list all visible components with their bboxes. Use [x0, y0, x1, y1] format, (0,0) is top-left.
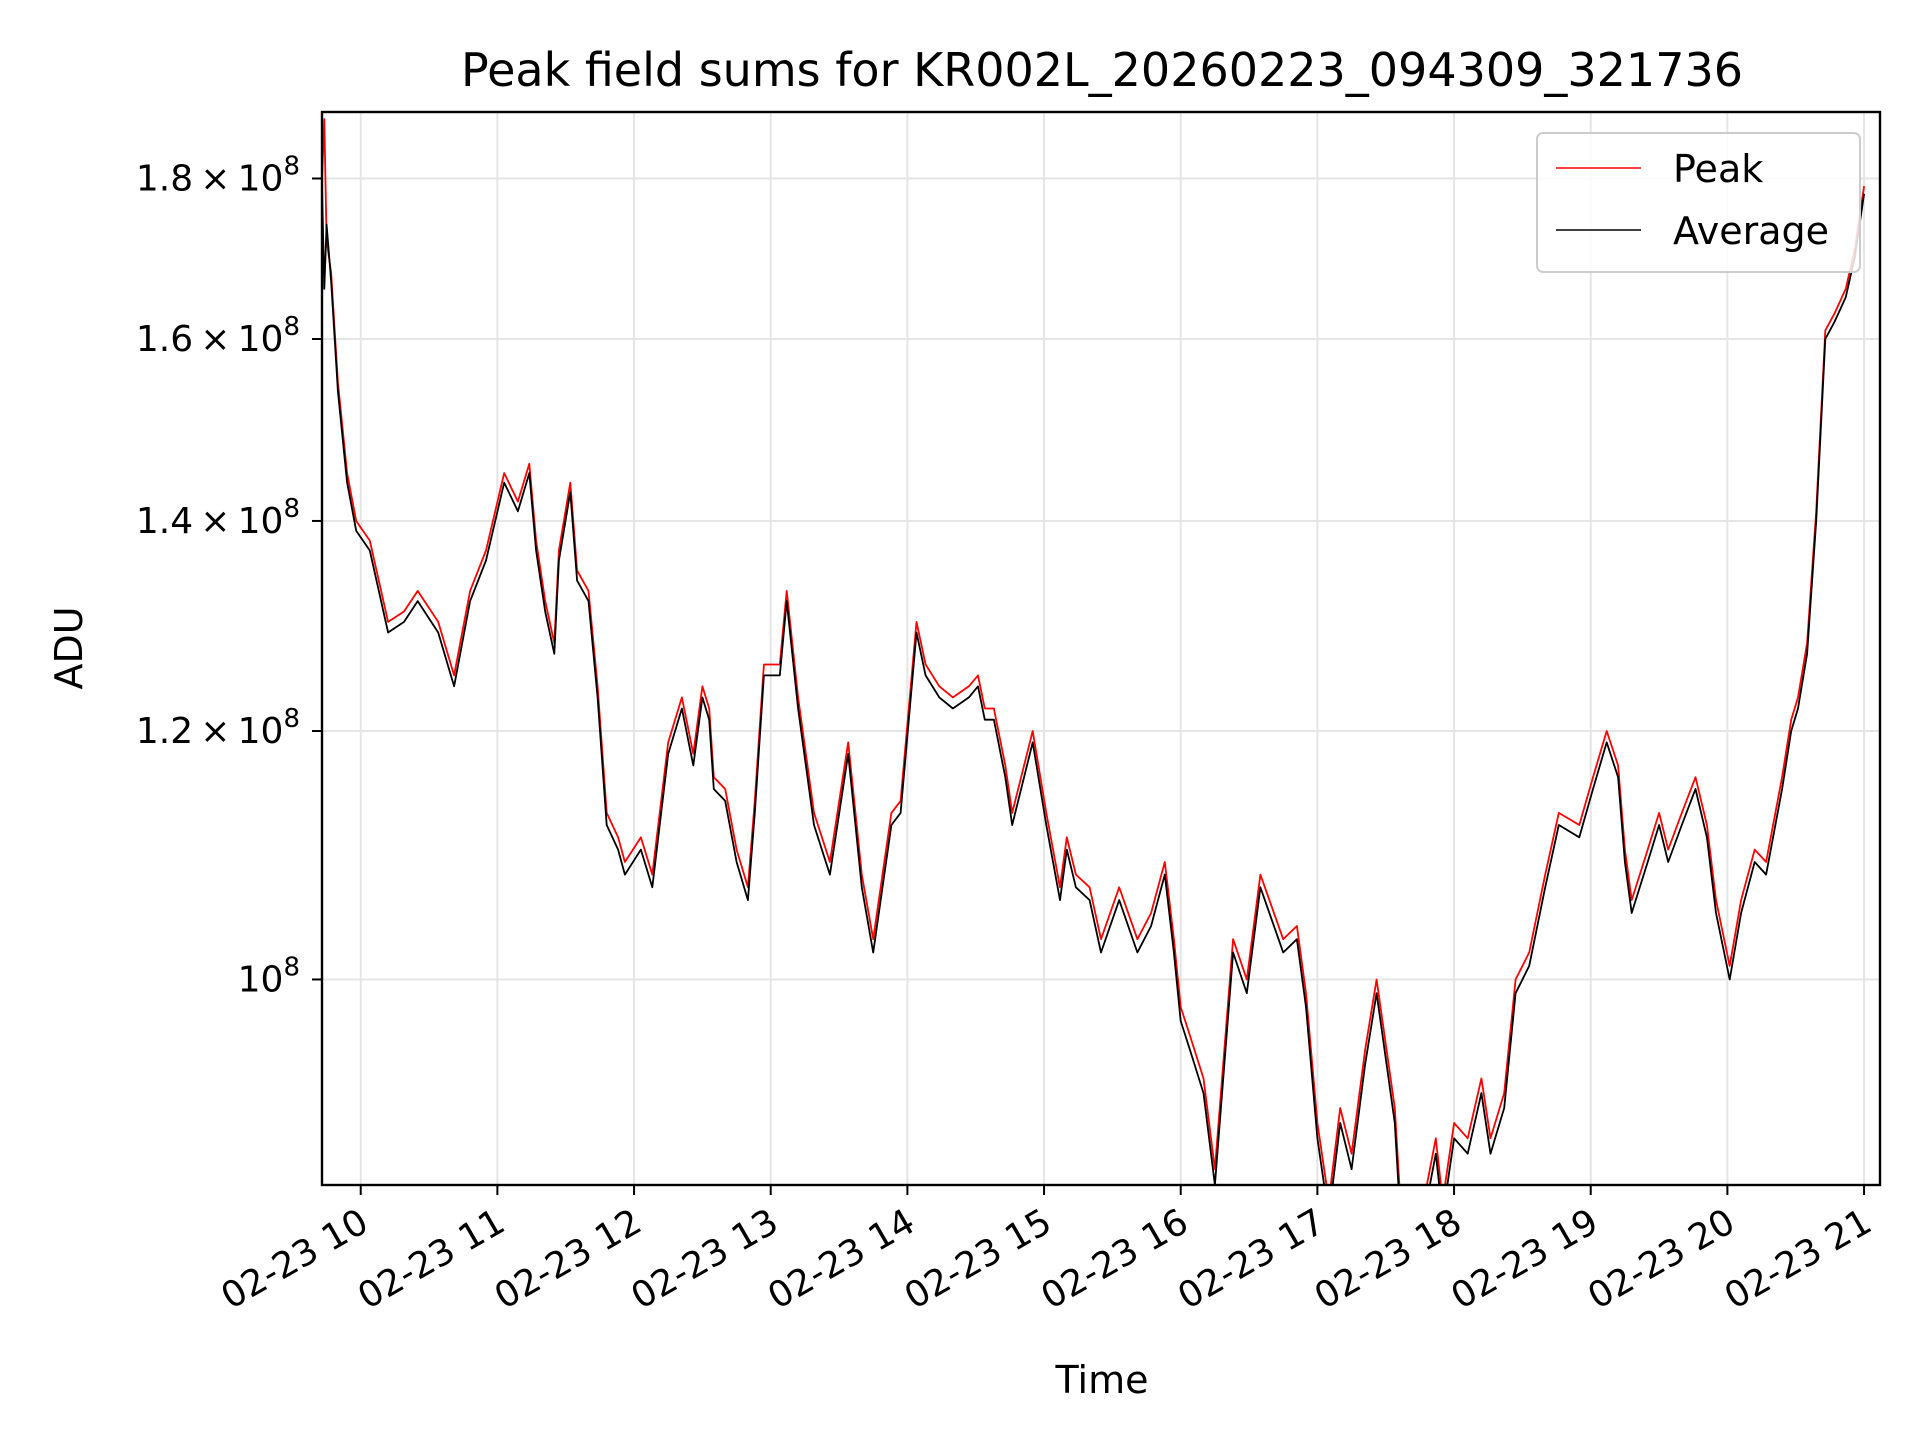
y-tick-label: 108 [238, 952, 300, 1000]
legend-peak-label: Peak [1673, 147, 1763, 191]
y-tick-label: 1.4 × 108 [136, 494, 300, 542]
y-tick-label: 1.2 × 108 [136, 704, 300, 752]
series-layer [322, 118, 1865, 1185]
x-tick-label: 02-23 19 [1445, 1201, 1606, 1317]
grid [322, 112, 1880, 1185]
x-tick-label: 02-23 11 [351, 1201, 512, 1317]
legend-average-label: Average [1673, 209, 1829, 253]
legend: Peak Average [1536, 132, 1861, 273]
y-axis: 108 1.2 × 108 1.4 × 108 1.6 × 108 1.8 × 108 [136, 151, 322, 1000]
x-tick-label: 02-23 21 [1718, 1201, 1879, 1317]
x-tick-label: 02-23 12 [488, 1201, 649, 1317]
x-tick-label: 02-23 10 [215, 1201, 376, 1317]
series-line-peak [322, 118, 1865, 1185]
x-tick-label: 02-23 14 [761, 1201, 922, 1317]
x-tick-label: 02-23 18 [1308, 1201, 1469, 1317]
x-tick-label: 02-23 20 [1581, 1201, 1742, 1317]
series-line-average [322, 186, 1865, 1185]
y-axis-label: ADU [47, 606, 91, 689]
x-axis-label: Time [1055, 1358, 1149, 1402]
chart-title: Peak field sums for KR002L_20260223_0943… [461, 43, 1743, 97]
x-tick-label: 02-23 13 [625, 1201, 786, 1317]
plot-frame [320, 110, 1882, 1187]
x-tick-label: 02-23 17 [1171, 1201, 1332, 1317]
x-tick-label: 02-23 15 [898, 1201, 1059, 1317]
y-tick-label: 1.8 × 108 [136, 151, 300, 199]
x-tick-label: 02-23 16 [1035, 1201, 1196, 1317]
y-tick-label: 1.6 × 108 [136, 312, 300, 360]
